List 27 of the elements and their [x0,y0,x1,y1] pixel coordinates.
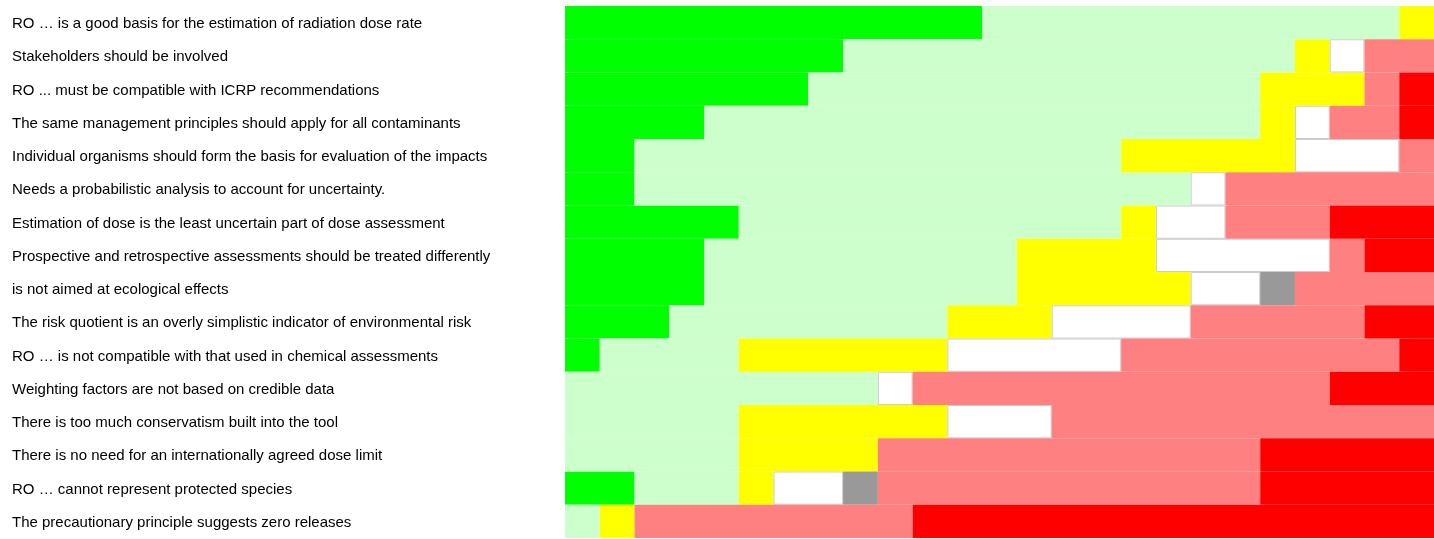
y-tick-label: RO ... must be compatible with ICRP recommendations [12,80,380,98]
y-tick-label: Prospective and retrospective assessments should be treated differently [12,246,491,264]
y-tick-label: The same management principles should apply for all contaminants [12,113,461,131]
y-tick-label: Weighting factors are not based on credible data [12,379,336,397]
y-tick-label: is not aimed at ecological effects [12,280,229,298]
bar [565,471,635,505]
bar [843,471,878,505]
y-tick-label: RO … is not compatible with that used in chemical assessments [12,346,439,364]
bar [1399,6,1434,40]
y-tick-label: The risk quotient is an overly simplistic indicator of environmental risk [12,313,472,331]
y-tick-label: There is no need for an internationally agreed dose limit [12,446,384,464]
y-tick-label: Needs a probabilistic analysis to account for uncertainty. [12,180,386,198]
bar [947,405,1052,439]
y-tick-label: Stakeholders should be involved [12,47,228,65]
y-tick-label: There is too much conservatism built into the tool [12,413,338,431]
y-tick-label: Individual organisms should form the basis for evaluation of the impacts [12,147,488,165]
y-tick-label: RO … is a good basis for the estimation of radiation dose rate [12,14,423,32]
bar [773,471,844,505]
y-tick-label: RO … cannot represent protected species [12,479,293,497]
bar [599,504,635,538]
bar [1260,272,1295,306]
bar [1329,39,1365,73]
bar [565,504,600,538]
y-tick-label: Estimation of dose is the least uncertain part of dose assessment [12,213,446,231]
bar [738,338,948,372]
y-tick-label: The precautionary principle suggests zero releases [12,512,352,530]
bar [877,371,913,405]
